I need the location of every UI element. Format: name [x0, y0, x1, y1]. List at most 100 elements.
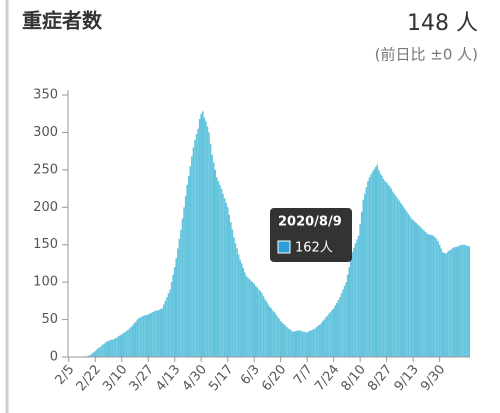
- bar: [169, 289, 171, 357]
- bar: [441, 252, 444, 357]
- bar: [304, 332, 307, 357]
- bar: [141, 316, 143, 357]
- bar: [234, 243, 237, 357]
- bar: [166, 297, 168, 357]
- bar: [379, 173, 382, 357]
- x-tick-label: 8/10: [339, 362, 369, 394]
- bar: [237, 254, 240, 357]
- bar: [156, 310, 159, 357]
- bar: [424, 231, 427, 357]
- bar: [303, 331, 305, 357]
- bar: [212, 162, 215, 357]
- bar: [242, 267, 245, 357]
- bar: [325, 317, 327, 357]
- bar: [378, 169, 380, 357]
- bar: [298, 330, 301, 357]
- bar: [187, 175, 190, 357]
- y-tick-label: 200: [33, 200, 58, 215]
- bar: [329, 312, 332, 357]
- bar: [381, 175, 383, 357]
- bar: [343, 285, 346, 357]
- bar: [398, 200, 400, 357]
- bar: [254, 285, 257, 357]
- bar: [409, 216, 411, 357]
- bar: [278, 318, 280, 357]
- tooltip-value: 162人: [295, 241, 333, 256]
- bar: [396, 198, 399, 357]
- bar: [455, 246, 458, 357]
- bar: [97, 348, 100, 357]
- bar: [457, 246, 460, 357]
- bar: [145, 315, 148, 357]
- bar: [451, 248, 453, 357]
- current-value: 148 人: [407, 11, 478, 36]
- bar: [184, 196, 187, 357]
- bar: [135, 321, 137, 357]
- bar: [230, 222, 232, 357]
- bar: [189, 166, 192, 357]
- bar: [173, 267, 176, 357]
- bar: [233, 237, 235, 357]
- bar: [395, 196, 397, 357]
- bar: [116, 337, 118, 357]
- bar: [321, 321, 324, 357]
- bar: [427, 234, 430, 357]
- bar: [211, 154, 213, 357]
- bar: [236, 248, 238, 357]
- bar: [131, 325, 134, 357]
- bar: [125, 330, 128, 357]
- bar: [385, 182, 388, 357]
- bar: [138, 318, 140, 357]
- bar: [175, 258, 178, 357]
- bar: [192, 147, 195, 357]
- bar: [293, 331, 296, 357]
- bar: [261, 293, 263, 357]
- bar: [415, 223, 418, 357]
- bar: [286, 327, 288, 357]
- bar: [142, 315, 145, 357]
- bar: [92, 352, 95, 357]
- bar: [217, 181, 220, 357]
- bar: [431, 234, 433, 357]
- bar: [362, 199, 365, 357]
- bar: [309, 330, 312, 357]
- bar: [161, 308, 164, 357]
- bar: [399, 202, 402, 357]
- bar: [289, 329, 291, 357]
- bar: [133, 323, 135, 357]
- bar: [220, 188, 223, 357]
- bar: [320, 323, 322, 357]
- title: 重症者数: [22, 9, 103, 33]
- bar: [401, 205, 403, 357]
- bar: [368, 177, 371, 357]
- bar: [295, 330, 298, 357]
- bar: [421, 228, 424, 357]
- bar: [96, 349, 98, 357]
- bar: [276, 316, 279, 357]
- bar: [342, 289, 344, 357]
- bar: [284, 325, 287, 357]
- bar: [102, 344, 104, 357]
- tooltip-swatch: [277, 240, 291, 254]
- bar: [403, 207, 405, 357]
- bar: [163, 304, 165, 357]
- bar: [111, 339, 114, 357]
- bar: [346, 274, 349, 357]
- bar: [412, 220, 414, 357]
- bar: [283, 324, 285, 357]
- bar: [311, 330, 313, 357]
- bar: [466, 246, 469, 357]
- bar: [195, 133, 198, 357]
- bar: [130, 327, 132, 357]
- y-tick-label: 350: [33, 88, 58, 103]
- x-tick-label: 9/13: [392, 362, 422, 394]
- bar: [183, 207, 185, 357]
- bar: [301, 331, 304, 357]
- bar: [272, 310, 274, 357]
- bar: [318, 324, 321, 357]
- bar: [222, 193, 224, 357]
- bar: [158, 309, 160, 357]
- bar: [94, 351, 97, 357]
